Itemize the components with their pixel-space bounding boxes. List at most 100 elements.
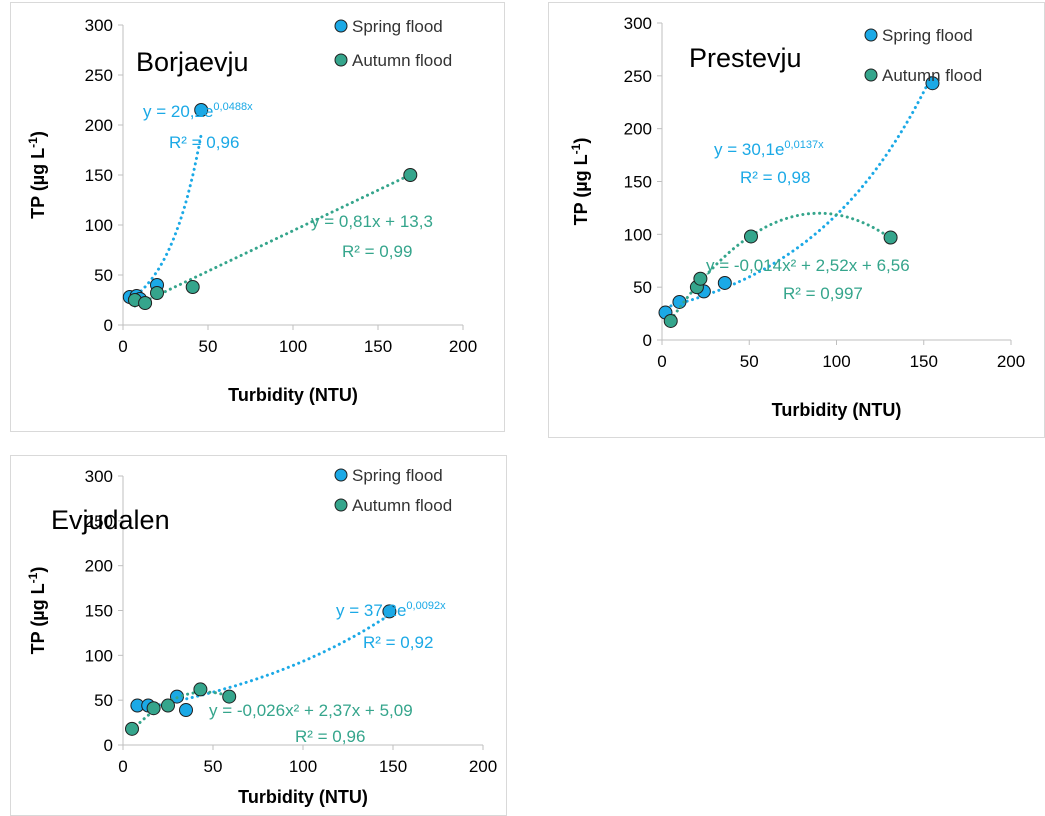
x-tick-label: 0 [118,337,127,356]
r-squared-spring: R² = 0,96 [169,133,239,152]
equation-main: y = -0,026x² + 2,37x + 5,09 [209,701,413,720]
data-point-spring [194,103,209,117]
trendline-equation-autumn: y = 0,81x + 13,3 [311,212,433,231]
chart-panel-prestevju: 0 50 100 150 200 250 300 0 50 100 150 200 Turbidity … [548,2,1045,438]
y-tick-label: 100 [624,225,652,244]
equation-exponent: 0,0137x [784,139,824,151]
equation-main: y = 0,81x + 13,3 [311,212,433,231]
x-tick-label: 0 [657,352,666,371]
y-axis-title-superscript: -1 [569,143,583,154]
r-squared-autumn: R² = 0,997 [783,284,863,303]
data-point-autumn [193,682,208,697]
trendline-equation-spring: y = 37,2e0,0092x [336,600,446,620]
x-tick-label: 150 [379,757,407,776]
y-axis-title-main: TP (µg L [571,154,591,225]
y-axis-title-close: ) [571,138,591,144]
chart-panel-evjudalen: 0 50 100 150 200 250 300 0 50 100 150 200 Turbidity … [10,455,507,816]
legend-marker-autumn [334,498,348,512]
x-tick-label: 100 [822,352,850,371]
x-axis-title: Turbidity (NTU) [238,787,368,807]
trendline-equation-autumn: y = -0,026x² + 2,37x + 5,09 [209,701,413,720]
y-axis-title: TP (µg L-1) [26,131,48,219]
chart-prestevju: 0 50 100 150 200 250 300 0 50 100 150 200 Turbidity … [569,14,1025,420]
y-axis-title-main: TP (µg L [28,148,48,219]
data-point-autumn [403,168,418,182]
legend-label-autumn: Autumn flood [352,496,452,515]
x-tick-label: 150 [364,337,392,356]
y-tick-label: 300 [85,467,113,486]
trendline-autumn [130,690,231,732]
y-tick-label: 300 [624,14,652,33]
legend-marker-spring [864,28,878,42]
legend-marker-spring [334,468,348,482]
y-axis-title-close: ) [28,567,48,573]
x-tick-label: 150 [910,352,938,371]
x-tick-label: 200 [449,337,477,356]
trendline-spring [126,132,203,304]
y-tick-label: 50 [633,278,652,297]
data-point-autumn [185,280,200,294]
r-squared-autumn: R² = 0,99 [342,242,412,261]
x-tick-label: 200 [469,757,497,776]
legend-label-autumn: Autumn flood [882,66,982,85]
chart-evjudalen: 0 50 100 150 200 250 300 0 50 100 150 200 Turbidity … [26,466,497,807]
y-tick-label: 0 [104,316,113,335]
chart-title: Evjudalen [51,505,170,535]
y-tick-label: 50 [94,691,113,710]
x-tick-label: 50 [199,337,218,356]
x-tick-label: 50 [204,757,223,776]
y-tick-label: 150 [624,173,652,192]
x-axis-title: Turbidity (NTU) [772,400,902,420]
y-axis-title-main: TP (µg L [28,583,48,654]
y-tick-label: 250 [85,66,113,85]
x-tick-label: 200 [997,352,1025,371]
y-axis-title: TP (µg L-1) [26,567,48,655]
equation-exponent: 0,0488x [213,101,253,113]
y-tick-label: 200 [85,557,113,576]
chart-panel-borjaevju: 0 50 100 150 200 250 300 0 50 100 150 200 Turbidity … [10,2,505,432]
legend-marker-spring [334,19,348,33]
y-tick-label: 150 [85,166,113,185]
y-tick-label: 100 [85,216,113,235]
trendline-equation-spring: y = 30,1e0,0137x [714,139,824,159]
trendline-autumn [669,211,893,322]
data-point-spring [672,294,687,309]
data-point-autumn [146,701,161,716]
data-point-autumn [150,286,164,300]
trendline-spring [135,613,391,711]
equation-main: y = 37,2e [336,601,406,620]
x-tick-label: 100 [279,337,307,356]
y-tick-label: 100 [85,646,113,665]
y-tick-label: 0 [104,736,113,755]
equation-main: y = -0,014x² + 2,52x + 6,56 [706,256,910,275]
equation-exponent: 0,0092x [406,600,446,612]
data-point-autumn [743,229,758,244]
legend-marker-autumn [864,68,878,82]
y-tick-label: 200 [85,116,113,135]
x-tick-label: 100 [289,757,317,776]
r-squared-autumn: R² = 0,96 [295,727,365,746]
y-tick-label: 300 [85,16,113,35]
y-tick-label: 150 [85,602,113,621]
data-point-spring [925,76,940,91]
y-tick-label: 250 [85,512,113,531]
y-axis-title: TP (µg L-1) [569,138,591,226]
data-point-spring [382,604,397,619]
x-tick-label: 50 [740,352,759,371]
trendline-autumn [133,173,412,308]
x-axis-title: Turbidity (NTU) [228,385,358,405]
data-point-autumn [138,296,153,310]
r-squared-spring: R² = 0,98 [740,168,810,187]
data-point-autumn [222,689,237,704]
trendline-equation-spring: y = 20,2e0,0488x [143,101,253,121]
data-point-spring [717,275,732,290]
data-point-spring [179,703,193,718]
data-point-autumn [663,313,678,328]
data-point-autumn [883,230,898,245]
legend-label-autumn: Autumn flood [352,51,452,70]
y-axis-title-superscript: -1 [26,137,40,148]
data-point-autumn [125,721,139,736]
y-axis-title-close: ) [28,131,48,137]
r-squared-spring: R² = 0,92 [363,633,433,652]
legend-label-spring: Spring flood [882,26,973,45]
